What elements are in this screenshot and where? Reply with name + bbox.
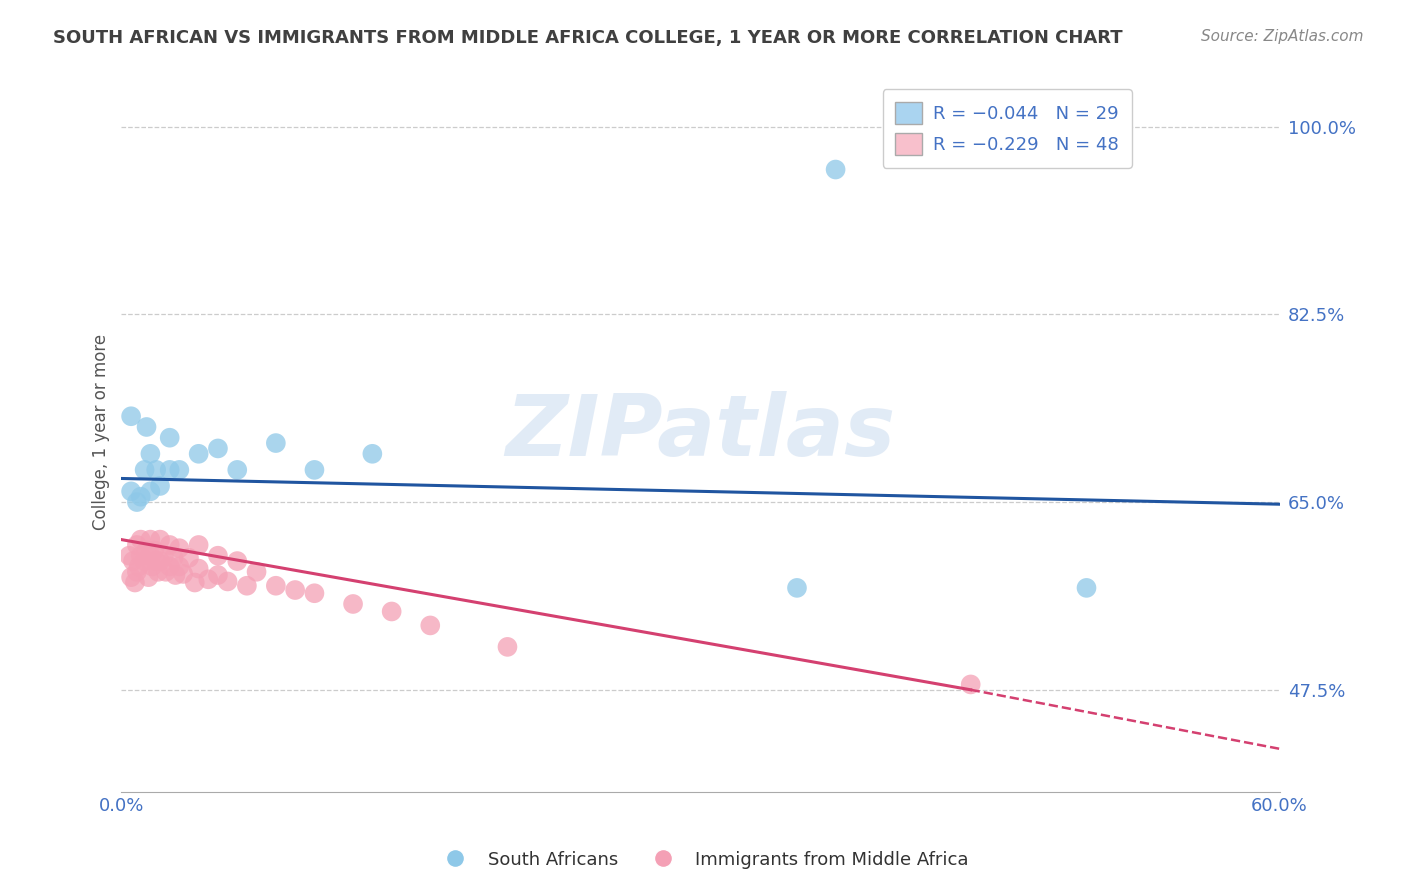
Point [139, 484, 162, 499]
Point [139, 447, 162, 461]
Point [135, 420, 157, 434]
Point [122, 554, 145, 568]
Point [304, 463, 326, 477]
Point [824, 162, 846, 177]
Point [177, 550, 200, 565]
Point [361, 447, 384, 461]
Point [419, 618, 441, 632]
Point [118, 549, 141, 563]
Point [217, 574, 239, 589]
Y-axis label: College, 1 year or more: College, 1 year or more [93, 334, 110, 531]
Point [129, 490, 152, 504]
Point [129, 533, 152, 547]
Point [959, 677, 981, 691]
Legend: R = −0.044   N = 29, R = −0.229   N = 48: R = −0.044 N = 29, R = −0.229 N = 48 [883, 89, 1132, 168]
Point [149, 479, 172, 493]
Point [145, 463, 167, 477]
Point [207, 549, 229, 563]
Point [304, 586, 326, 600]
Point [197, 572, 219, 586]
Legend: South Africans, Immigrants from Middle Africa: South Africans, Immigrants from Middle A… [430, 844, 976, 876]
Point [1076, 581, 1098, 595]
Text: Source: ZipAtlas.com: Source: ZipAtlas.com [1201, 29, 1364, 45]
Point [124, 575, 146, 590]
Point [125, 495, 148, 509]
Point [149, 554, 172, 568]
Point [786, 581, 808, 595]
Point [165, 568, 187, 582]
Point [207, 568, 229, 582]
Point [120, 570, 142, 584]
Point [149, 533, 172, 547]
Point [159, 431, 181, 445]
Point [172, 566, 194, 581]
Point [187, 538, 209, 552]
Point [159, 538, 181, 552]
Point [187, 447, 209, 461]
Point [159, 559, 181, 574]
Point [143, 543, 166, 558]
Point [381, 605, 404, 619]
Point [245, 565, 267, 579]
Point [162, 550, 184, 565]
Point [134, 554, 156, 568]
Point [134, 463, 156, 477]
Text: SOUTH AFRICAN VS IMMIGRANTS FROM MIDDLE AFRICA COLLEGE, 1 YEAR OR MORE CORRELATI: SOUTH AFRICAN VS IMMIGRANTS FROM MIDDLE … [53, 29, 1123, 47]
Point [139, 533, 162, 547]
Point [226, 463, 249, 477]
Point [135, 543, 157, 558]
Point [169, 463, 191, 477]
Point [264, 579, 287, 593]
Point [284, 582, 307, 597]
Point [207, 442, 229, 456]
Point [159, 463, 181, 477]
Point [145, 554, 167, 568]
Point [138, 570, 160, 584]
Point [129, 549, 152, 563]
Point [125, 538, 148, 552]
Point [184, 575, 207, 590]
Text: ZIPatlas: ZIPatlas [505, 391, 896, 474]
Point [141, 559, 163, 574]
Point [139, 549, 162, 563]
Point [496, 640, 519, 654]
Point [169, 541, 191, 556]
Point [120, 484, 142, 499]
Point [342, 597, 364, 611]
Point [155, 565, 177, 579]
Point [169, 559, 191, 574]
Point [226, 554, 249, 568]
Point [264, 436, 287, 450]
Point [236, 579, 259, 593]
Point [125, 565, 148, 579]
Point [153, 549, 176, 563]
Point [120, 409, 142, 424]
Point [187, 561, 209, 575]
Point [146, 565, 169, 579]
Point [128, 559, 150, 574]
